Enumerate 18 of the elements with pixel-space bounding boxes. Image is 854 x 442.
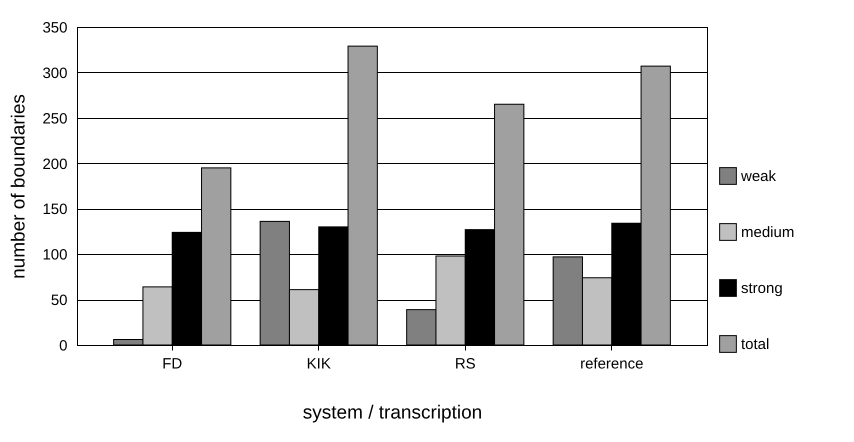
y-tick-label: 150 xyxy=(42,201,68,218)
legend-label: strong xyxy=(741,280,783,297)
x-tick-label: FD xyxy=(162,356,182,372)
x-tick-label: KIK xyxy=(306,356,331,372)
y-tick-label: 250 xyxy=(42,110,68,128)
y-tick-label: 0 xyxy=(59,338,68,354)
x-tick-label: reference xyxy=(580,356,644,372)
y-tick-label: 200 xyxy=(42,156,68,173)
y-tick-label: 50 xyxy=(50,292,68,310)
y-tick-label: 300 xyxy=(42,64,68,82)
x-axis-title: system / transcription xyxy=(302,402,482,424)
y-tick-label: 100 xyxy=(42,246,68,264)
legend-label: weak xyxy=(740,168,777,185)
y-tick-label: 350 xyxy=(42,20,68,36)
legend-label: medium xyxy=(741,224,794,241)
x-tick-label: RS xyxy=(454,356,476,372)
y-axis-title: number of boundaries xyxy=(8,94,30,279)
legend-label: total xyxy=(741,336,770,353)
